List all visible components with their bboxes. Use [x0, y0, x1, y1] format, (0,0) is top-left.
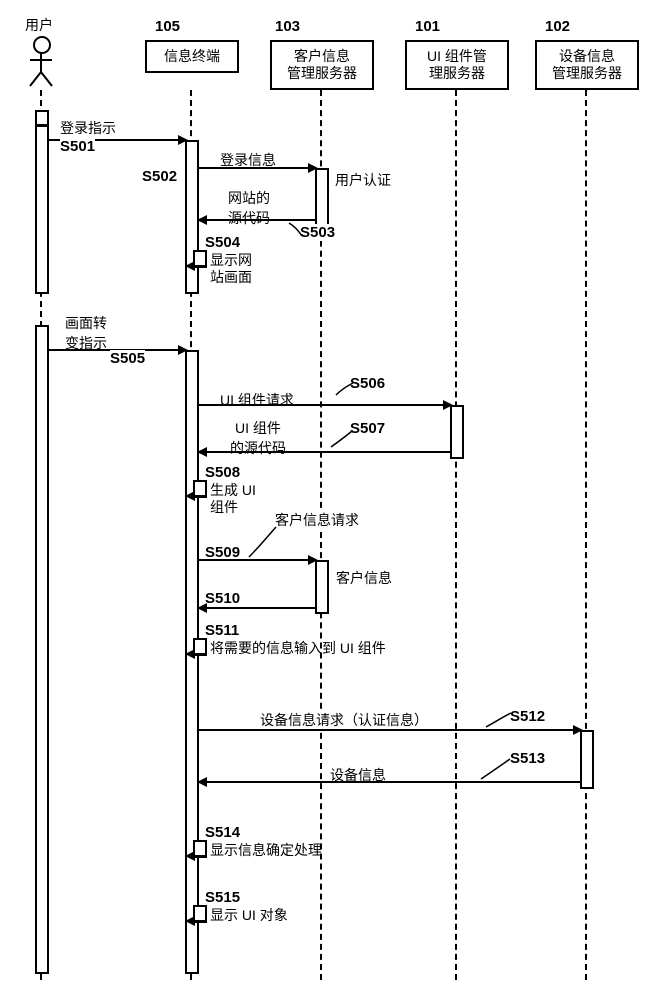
participant-box: 信息终端: [145, 40, 239, 73]
activation-bar: [35, 125, 49, 294]
step-label: S501: [60, 138, 95, 155]
self-return: [194, 920, 205, 922]
message-label: 客户信息请求: [275, 510, 359, 530]
arrowhead-icon: [178, 345, 188, 355]
lifeline: [455, 90, 457, 980]
pointer-line: [335, 382, 355, 396]
step-label: S515: [205, 889, 240, 906]
activation-bar: [315, 168, 329, 226]
side-label: 用户认证: [335, 170, 391, 190]
participant-id: 105: [155, 18, 180, 35]
participant-box: 设备信息 管理服务器: [535, 40, 639, 90]
message-label: UI 组件请求: [220, 390, 294, 410]
sequence-diagram: 用户 105 信息终端 103 客户信息 管理服务器 101 UI 组件管 理服…: [10, 10, 639, 990]
message-arrow: [197, 404, 450, 406]
actor-body-icon: [40, 52, 42, 74]
actor-arm-icon: [30, 59, 52, 61]
participant-id: 102: [545, 18, 570, 35]
activation-bar: [450, 405, 464, 459]
step-label: S510: [205, 590, 240, 607]
participant-box: 客户信息 管理服务器: [270, 40, 374, 90]
actor-legs-icon: [28, 72, 54, 88]
participant-id: 101: [415, 18, 440, 35]
message-label: 网站的 源代码: [228, 188, 270, 228]
message-arrow: [197, 167, 315, 169]
actor-head-icon: [33, 36, 51, 54]
pointer-line: [288, 222, 304, 236]
pointer-line: [480, 758, 512, 780]
step-label: S508: [205, 464, 240, 481]
message-arrow: [205, 781, 580, 783]
self-return: [194, 653, 205, 655]
message-label: 画面转 变指示: [65, 313, 107, 353]
side-label: 客户信息: [336, 568, 392, 588]
step-label: S502: [142, 168, 177, 185]
lifeline: [585, 90, 587, 980]
message-label: 设备信息请求（认证信息）: [260, 710, 428, 730]
step-label: S513: [510, 750, 545, 767]
step-label: S506: [350, 375, 385, 392]
self-return: [194, 855, 205, 857]
step-label: S514: [205, 824, 240, 841]
arrowhead-icon: [197, 215, 207, 225]
self-message-label: 显示网 站画面: [210, 252, 252, 286]
step-label: S503: [300, 224, 335, 241]
pointer-line: [330, 430, 354, 448]
participant-box: UI 组件管 理服务器: [405, 40, 509, 90]
arrowhead-icon: [308, 555, 318, 565]
self-return: [194, 265, 205, 267]
message-arrow: [205, 219, 315, 221]
arrowhead-icon: [443, 400, 453, 410]
step-label: S507: [350, 420, 385, 437]
self-message-label: 显示 UI 对象: [210, 907, 288, 924]
actor-label: 用户: [25, 15, 53, 35]
self-message-label: 生成 UI 组件: [210, 482, 256, 516]
pointer-line: [485, 712, 513, 728]
arrowhead-icon: [573, 725, 583, 735]
arrowhead-icon: [308, 163, 318, 173]
message-arrow: [197, 559, 315, 561]
self-return: [194, 495, 205, 497]
step-label: S511: [205, 622, 239, 639]
activation-bar: [35, 110, 49, 126]
activation-bar: [185, 350, 199, 974]
arrowhead-icon: [178, 135, 188, 145]
step-label: S505: [110, 350, 145, 367]
arrowhead-icon: [197, 603, 207, 613]
activation-bar: [35, 325, 49, 974]
participant-id: 103: [275, 18, 300, 35]
activation-bar: [580, 730, 594, 789]
message-arrow: [205, 451, 450, 453]
arrowhead-icon: [197, 447, 207, 457]
self-message-label: 将需要的信息输入到 UI 组件: [210, 640, 386, 657]
step-label: S504: [205, 234, 240, 251]
self-message-label: 显示信息确定处理: [210, 842, 322, 859]
step-label: S512: [510, 708, 545, 725]
message-label: 登录指示: [60, 118, 116, 138]
pointer-line: [248, 526, 278, 558]
message-arrow: [205, 607, 315, 609]
activation-bar: [315, 560, 329, 614]
message-arrow: [197, 729, 580, 731]
arrowhead-icon: [197, 777, 207, 787]
